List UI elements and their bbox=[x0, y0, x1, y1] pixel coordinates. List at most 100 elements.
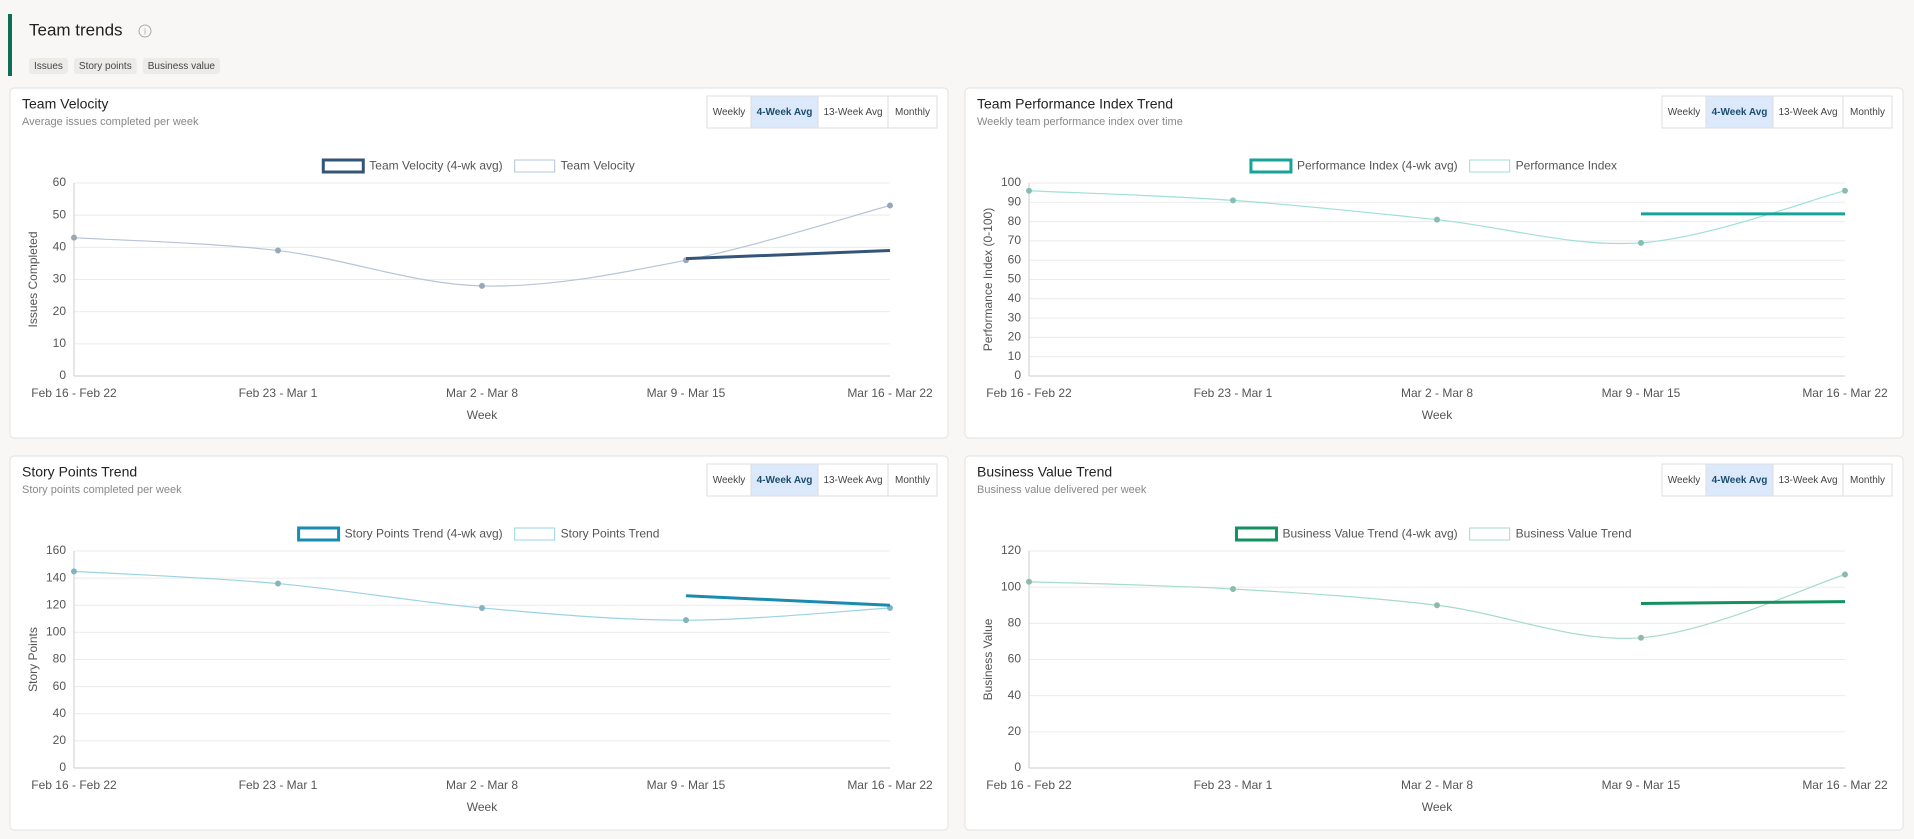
tag-label: Issues bbox=[34, 61, 63, 72]
range-button[interactable] bbox=[887, 463, 938, 497]
legend-label: Performance Index bbox=[1516, 159, 1617, 173]
range-button-label[interactable]: Monthly bbox=[895, 107, 930, 118]
x-tick-label: Mar 2 - Mar 8 bbox=[1401, 778, 1473, 792]
range-button-label[interactable]: Monthly bbox=[1850, 475, 1885, 486]
data-point[interactable] bbox=[887, 604, 893, 611]
range-button[interactable] bbox=[1705, 463, 1774, 497]
data-point[interactable] bbox=[1230, 585, 1236, 592]
legend-swatch bbox=[1469, 159, 1511, 173]
legend-label: Story Points Trend bbox=[561, 527, 660, 541]
series-line bbox=[685, 249, 891, 261]
data-point[interactable] bbox=[71, 568, 77, 575]
y-tick-label: 0 bbox=[59, 368, 66, 382]
y-tick-label: 100 bbox=[1001, 175, 1021, 189]
y-tick-label: 50 bbox=[1008, 272, 1022, 286]
tag[interactable]: Issues bbox=[29, 58, 68, 74]
range-button[interactable] bbox=[750, 463, 819, 497]
y-tick-label: 120 bbox=[1001, 543, 1021, 557]
y-tick-label: 80 bbox=[1008, 214, 1022, 228]
y-tick-label: 40 bbox=[53, 240, 67, 254]
range-button[interactable] bbox=[1661, 95, 1707, 129]
legend: Story Points Trend (4-wk avg) Story Point… bbox=[297, 526, 660, 542]
range-button-label[interactable]: 13-Week Avg bbox=[823, 107, 882, 118]
tag[interactable]: Business value bbox=[142, 58, 220, 74]
panel-bg bbox=[964, 87, 1904, 439]
data-point[interactable] bbox=[1434, 216, 1440, 223]
y-tick-label: 0 bbox=[1014, 760, 1021, 774]
range-button[interactable] bbox=[1842, 463, 1893, 497]
x-tick-label: Mar 16 - Mar 22 bbox=[1802, 386, 1888, 400]
info-icon[interactable] bbox=[138, 24, 152, 38]
chart-panel: Business Value Trend Business value deliv… bbox=[964, 455, 1904, 831]
range-button-label[interactable]: Weekly bbox=[713, 107, 746, 118]
range-button[interactable] bbox=[1772, 95, 1844, 129]
data-point[interactable] bbox=[1842, 187, 1848, 194]
range-button[interactable] bbox=[1772, 463, 1844, 497]
chart-panel: Team Velocity Average issues completed pe… bbox=[9, 87, 949, 439]
tag[interactable]: Story points bbox=[73, 58, 137, 74]
data-point[interactable] bbox=[1230, 197, 1236, 204]
chart-panel: Story Points Trend Story points completed… bbox=[9, 455, 949, 831]
range-button-label[interactable]: 13-Week Avg bbox=[1778, 107, 1837, 118]
x-tick-label: Mar 9 - Mar 15 bbox=[647, 386, 726, 400]
legend-swatch bbox=[1234, 526, 1278, 542]
chart-subtitle: Average issues completed per week bbox=[22, 116, 199, 128]
range-button-label[interactable]: 4-Week Avg bbox=[1712, 107, 1768, 118]
legend-swatch bbox=[1249, 158, 1293, 174]
data-point[interactable] bbox=[1434, 602, 1440, 609]
range-button[interactable] bbox=[1842, 95, 1893, 129]
chart-panel: Team Performance Index Trend Weekly team … bbox=[964, 87, 1904, 439]
range-button-label[interactable]: 4-Week Avg bbox=[1712, 475, 1768, 486]
data-point[interactable] bbox=[71, 234, 77, 241]
y-tick-label: 160 bbox=[46, 543, 66, 557]
range-button-label[interactable]: 4-Week Avg bbox=[757, 107, 813, 118]
data-point[interactable] bbox=[275, 580, 281, 587]
data-point[interactable] bbox=[1842, 571, 1848, 578]
data-point[interactable] bbox=[479, 604, 485, 611]
range-button-label[interactable]: Weekly bbox=[713, 475, 746, 486]
range-button-label[interactable]: 4-Week Avg bbox=[757, 475, 813, 486]
panel-bg bbox=[964, 455, 1904, 831]
x-axis-label: Week bbox=[467, 408, 498, 422]
range-button[interactable] bbox=[750, 95, 819, 129]
data-point[interactable] bbox=[275, 247, 281, 254]
x-tick-label: Mar 16 - Mar 22 bbox=[1802, 778, 1888, 792]
x-tick-label: Feb 23 - Mar 1 bbox=[239, 386, 318, 400]
chart-subtitle: Weekly team performance index over time bbox=[977, 116, 1183, 128]
tag-bg bbox=[73, 58, 137, 74]
range-button[interactable] bbox=[706, 463, 752, 497]
data-point[interactable] bbox=[683, 617, 689, 624]
x-axis-label: Week bbox=[1422, 800, 1453, 814]
x-axis-label: Week bbox=[467, 800, 498, 814]
legend: Performance Index (4-wk avg) Performance … bbox=[1249, 158, 1617, 174]
y-tick-label: 80 bbox=[53, 652, 67, 666]
x-tick-label: Feb 16 - Feb 22 bbox=[31, 386, 117, 400]
y-tick-label: 30 bbox=[1008, 310, 1022, 324]
chart-subtitle: Business value delivered per week bbox=[977, 484, 1147, 496]
y-tick-label: 20 bbox=[53, 733, 67, 747]
data-point[interactable] bbox=[1638, 239, 1644, 246]
range-button-label[interactable]: 13-Week Avg bbox=[823, 475, 882, 486]
data-point[interactable] bbox=[479, 282, 485, 289]
range-button-label[interactable]: Weekly bbox=[1668, 107, 1701, 118]
legend: Team Velocity (4-wk avg) Team Velocity bbox=[321, 158, 635, 174]
range-button-label[interactable]: Weekly bbox=[1668, 475, 1701, 486]
range-button-label[interactable]: Monthly bbox=[1850, 107, 1885, 118]
panel-bg bbox=[9, 87, 949, 439]
y-axis-label: Business Value bbox=[981, 618, 995, 700]
x-tick-label: Feb 16 - Feb 22 bbox=[986, 778, 1072, 792]
series-line bbox=[685, 594, 891, 607]
range-button[interactable] bbox=[1705, 95, 1774, 129]
data-point[interactable] bbox=[1638, 634, 1644, 641]
data-point[interactable] bbox=[1026, 578, 1032, 585]
y-axis-label: Performance Index (0-100) bbox=[981, 208, 995, 351]
y-tick-label: 30 bbox=[53, 272, 67, 286]
data-point[interactable] bbox=[887, 202, 893, 209]
range-button-label[interactable]: Monthly bbox=[895, 475, 930, 486]
panel-bg bbox=[9, 455, 949, 831]
range-button[interactable] bbox=[887, 95, 938, 129]
range-button[interactable] bbox=[1661, 463, 1707, 497]
tag-bg bbox=[142, 58, 220, 74]
data-point[interactable] bbox=[1026, 187, 1032, 194]
range-button-label[interactable]: 13-Week Avg bbox=[1778, 475, 1837, 486]
